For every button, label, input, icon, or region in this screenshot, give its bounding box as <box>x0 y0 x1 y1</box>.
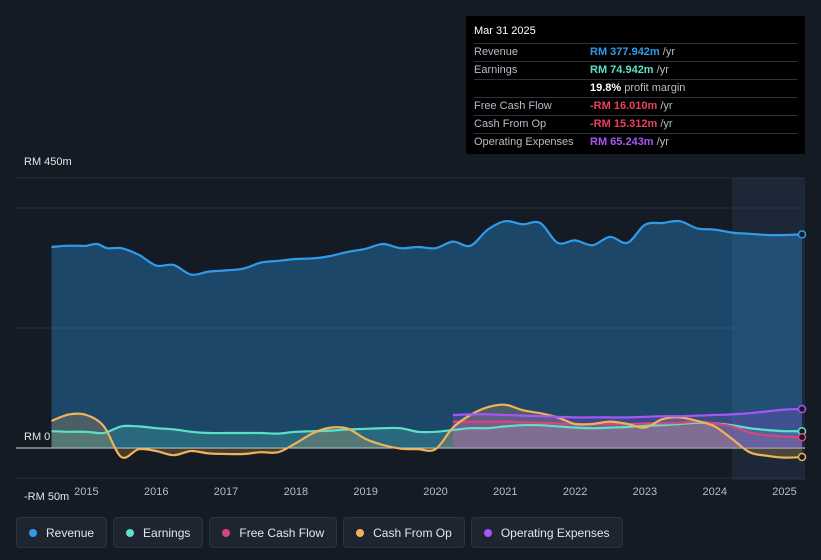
x-tick-label: 2024 <box>702 486 726 498</box>
operating-expenses-area <box>452 409 802 448</box>
legend-item-free-cash-flow[interactable]: Free Cash Flow <box>209 517 338 548</box>
legend-label: Cash From Op <box>373 525 452 540</box>
legend-item-earnings[interactable]: Earnings <box>113 517 204 548</box>
legend-label: Earnings <box>143 525 191 540</box>
cash-from-op-area <box>51 404 802 458</box>
x-tick-label: 2020 <box>423 486 447 498</box>
tooltip-row-value: RM 377.942m /yr <box>590 46 675 58</box>
tooltip-row-value: -RM 15.312m /yr <box>590 118 673 130</box>
operating-expenses-line <box>452 407 803 419</box>
tooltip-row-value: RM 74.942m /yr <box>590 64 669 76</box>
legend-label: Operating Expenses <box>500 525 610 540</box>
x-tick-label: 2018 <box>284 486 308 498</box>
legend-label: Free Cash Flow <box>239 525 325 540</box>
legend-dot-icon <box>222 528 231 537</box>
chart-legend: Revenue Earnings Free Cash Flow Cash From O… <box>16 517 623 548</box>
legend-item-revenue[interactable]: Revenue <box>16 517 108 548</box>
tooltip-panel: Mar 31 2025 Revenue RM 377.942m /yr Earnin… <box>466 16 805 154</box>
tooltip-row-value: RM 65.243m /yr <box>590 136 669 148</box>
x-tick-label: 2023 <box>633 486 657 498</box>
x-tick-label: 2019 <box>353 486 377 498</box>
cash-from-op-end-marker <box>797 452 807 462</box>
chart-canvas: RM 450m RM 0 -RM 50m 2015 2016 2017 2018 2019 20… <box>16 156 807 503</box>
tooltip-row-label: Operating Expenses <box>474 136 574 148</box>
y-tick-label: RM 0 <box>24 431 50 443</box>
operating-expenses-end-marker <box>797 404 807 414</box>
y-tick-label: -RM 50m <box>24 491 69 503</box>
cash-from-op-line <box>51 403 803 459</box>
tooltip-row: Cash From Op -RM 15.312m /yr <box>474 115 797 133</box>
legend-dot-icon <box>483 528 492 537</box>
tooltip-date: Mar 31 2025 <box>474 25 536 37</box>
x-tick-label: 2015 <box>74 486 98 498</box>
x-tick-label: 2022 <box>563 486 587 498</box>
tooltip-row: Free Cash Flow -RM 16.010m /yr <box>474 97 797 115</box>
legend-item-operating-expenses[interactable]: Operating Expenses <box>470 517 623 548</box>
earnings-line <box>51 421 803 435</box>
tooltip-row-label: Cash From Op <box>474 118 547 130</box>
tooltip-row-label: Free Cash Flow <box>474 100 552 112</box>
x-tick-label: 2017 <box>214 486 238 498</box>
tooltip-row: Revenue RM 377.942m /yr <box>474 43 797 61</box>
tooltip-row-value: -RM 16.010m /yr <box>590 100 673 112</box>
legend-dot-icon <box>126 528 135 537</box>
tooltip-row-label: Revenue <box>474 46 519 58</box>
revenue-area <box>51 220 802 448</box>
free-cash-flow-end-marker <box>797 432 807 442</box>
legend-label: Revenue <box>46 525 95 540</box>
y-tick-label: RM 450m <box>24 156 72 168</box>
revenue-end-marker <box>797 230 807 239</box>
x-tick-label: 2021 <box>493 486 517 498</box>
tooltip-row: Operating Expenses RM 65.243m /yr <box>474 133 797 151</box>
legend-item-cash-from-op[interactable]: Cash From Op <box>343 517 465 548</box>
tooltip-row: 19.8% profit margin <box>474 79 797 97</box>
revenue-line <box>51 219 803 276</box>
earnings-area <box>51 422 802 448</box>
legend-dot-icon <box>29 528 37 537</box>
tooltip-row: Earnings RM 74.942m /yr <box>474 61 797 79</box>
tooltip-row-label: Earnings <box>474 64 518 76</box>
tooltip-row-label <box>474 80 590 97</box>
x-tick-label: 2016 <box>144 486 168 498</box>
free-cash-flow-area <box>452 421 802 448</box>
legend-dot-icon <box>356 528 365 537</box>
x-tick-label: 2025 <box>772 486 796 498</box>
tooltip-row-value: 19.8% profit margin <box>590 82 686 94</box>
